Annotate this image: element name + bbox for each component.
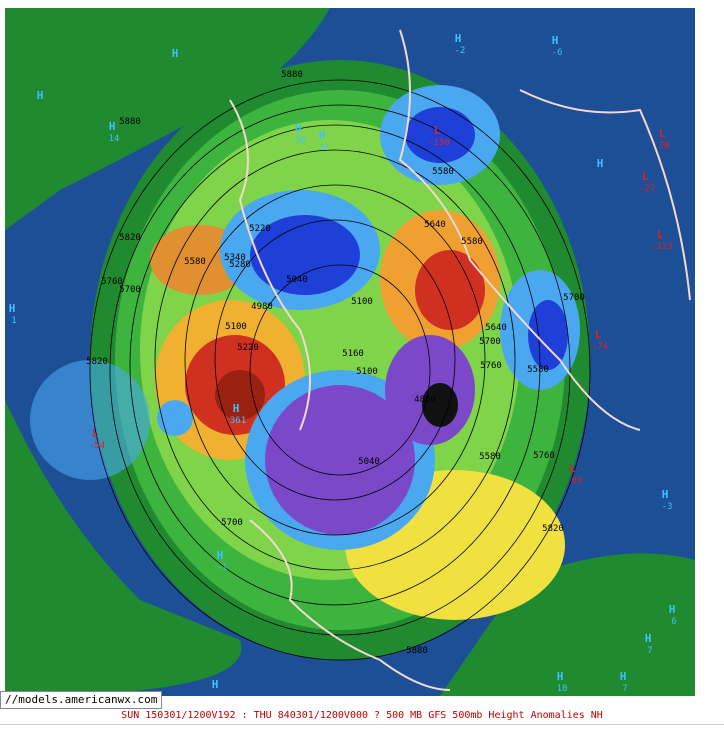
low-value: -54 — [89, 441, 105, 451]
contour-label: 5700 — [479, 337, 501, 347]
high-symbol: H — [9, 302, 16, 315]
anomaly-field — [415, 250, 485, 330]
high-symbol: H — [645, 632, 652, 645]
contour-label: 5220 — [249, 224, 271, 234]
high-value: 14 — [109, 134, 120, 144]
high-symbol: H — [233, 402, 240, 415]
high-value: 1 — [11, 316, 16, 326]
high-value: -1 — [217, 563, 228, 573]
high-symbol: H — [557, 670, 564, 683]
contour-label: 5760 — [533, 451, 555, 461]
height-contours — [89, 79, 591, 661]
contour-label: 5580 — [479, 452, 501, 462]
contour-label: 5280 — [229, 260, 251, 270]
contour-label: 5040 — [286, 275, 308, 285]
low-symbol: L — [595, 328, 602, 341]
low-value: -74 — [592, 342, 608, 352]
high-value: -3 — [662, 502, 673, 512]
contour-label: 5040 — [358, 457, 380, 467]
high-symbol: H — [552, 34, 559, 47]
high-symbol: H — [455, 32, 462, 45]
low-value: -150 — [428, 138, 450, 148]
contour-label: 5580 — [184, 257, 206, 267]
anomaly-field — [405, 107, 475, 163]
high-symbol: H — [172, 47, 179, 60]
high-symbol: H — [597, 157, 604, 170]
high-symbol: H — [669, 603, 676, 616]
contour-label: 5640 — [485, 323, 507, 333]
anomaly-field — [215, 370, 265, 420]
contour-label: 5220 — [237, 343, 259, 353]
coastlines — [229, 29, 691, 691]
anomaly-field — [528, 300, 568, 370]
high-value: 7 — [647, 646, 652, 656]
low-symbol: L — [92, 427, 99, 440]
divider — [0, 724, 724, 725]
high-symbol: H — [217, 549, 224, 562]
high-symbol: H — [662, 488, 669, 501]
high-symbol: H — [295, 122, 302, 135]
contour-label: 5700 — [119, 285, 141, 295]
low-value: -27 — [639, 184, 655, 194]
high-value: 6 — [671, 617, 676, 627]
contour-label: 5100 — [351, 297, 373, 307]
low-symbol: L — [434, 124, 441, 137]
contour-label: 5820 — [86, 357, 108, 367]
low-symbol: L — [657, 228, 664, 241]
contour-label: 5160 — [342, 349, 364, 359]
contour-label: 5580 — [527, 365, 549, 375]
contour-label: 5700 — [221, 518, 243, 528]
contour-label: 5880 — [406, 646, 428, 656]
high-value: 7 — [622, 684, 627, 694]
contour-label: 5100 — [225, 322, 247, 332]
anomaly-field — [157, 400, 193, 436]
contour-label: 5580 — [432, 167, 454, 177]
high-value: -6 — [552, 48, 563, 58]
contour-label: 5760 — [480, 361, 502, 371]
anomaly-field — [5, 400, 242, 696]
low-value: -123 — [651, 242, 673, 252]
high-value: -2 — [455, 46, 466, 56]
contour-label: 5640 — [424, 220, 446, 230]
contour-label: 5100 — [356, 367, 378, 377]
contour-label: 5760 — [101, 277, 123, 287]
contour-label: 5820 — [542, 524, 564, 534]
contour-label: 5880 — [281, 70, 303, 80]
contour-label: 4860 — [414, 395, 436, 405]
url-box: //models.americanwx.com — [0, 691, 163, 709]
caption: SUN 150301/1200V192 : THU 840301/1200V00… — [121, 710, 603, 721]
high-value: 30 — [295, 136, 306, 146]
contour-label: 5580 — [461, 237, 483, 247]
low-symbol: L — [659, 127, 666, 140]
high-value: 32 — [319, 143, 330, 153]
low-symbol: L — [569, 462, 576, 475]
low-value: -69 — [566, 476, 582, 486]
anomaly-field — [440, 553, 695, 696]
high-symbol: H — [319, 129, 326, 142]
anomaly-field — [422, 383, 458, 427]
contour-label: 5820 — [119, 233, 141, 243]
anomaly-field — [5, 8, 330, 230]
high-symbol: H — [109, 120, 116, 133]
contour-label: 5700 — [563, 293, 585, 303]
high-value: 10 — [557, 684, 568, 694]
high-symbol: H — [212, 678, 219, 691]
high-symbol: H — [37, 89, 44, 102]
contour-label: 4980 — [251, 302, 273, 312]
high-symbol: H — [620, 670, 627, 683]
low-symbol: L — [642, 170, 649, 183]
anomaly-field — [250, 215, 360, 295]
low-value: 38 — [659, 141, 670, 151]
contour-label: 5340 — [224, 253, 246, 263]
anomaly-field — [30, 360, 150, 480]
high-value: 361 — [230, 416, 246, 426]
contour-label: 5880 — [119, 117, 141, 127]
